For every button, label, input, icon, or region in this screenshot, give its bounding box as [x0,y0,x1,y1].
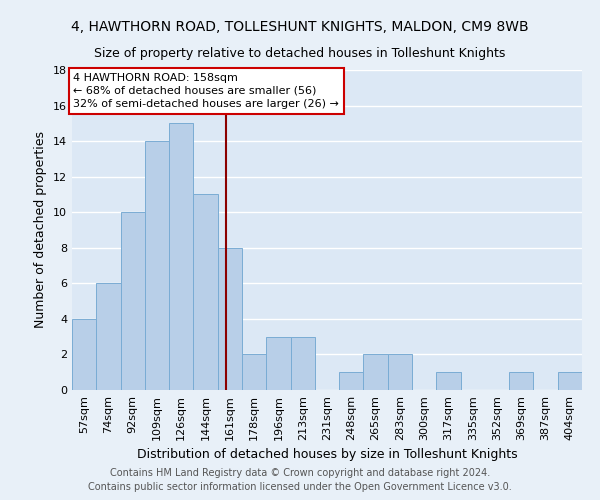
Bar [436,372,461,390]
Bar [218,248,242,390]
Text: 4, HAWTHORN ROAD, TOLLESHUNT KNIGHTS, MALDON, CM9 8WB: 4, HAWTHORN ROAD, TOLLESHUNT KNIGHTS, MA… [71,20,529,34]
Bar [509,372,533,390]
Bar [388,354,412,390]
Bar [96,284,121,390]
Bar [242,354,266,390]
Bar [364,354,388,390]
Bar [72,319,96,390]
Bar [169,124,193,390]
Bar [339,372,364,390]
Bar [145,141,169,390]
Y-axis label: Number of detached properties: Number of detached properties [34,132,47,328]
Text: Contains HM Land Registry data © Crown copyright and database right 2024.: Contains HM Land Registry data © Crown c… [110,468,490,477]
Bar [121,212,145,390]
Bar [290,336,315,390]
Text: Size of property relative to detached houses in Tolleshunt Knights: Size of property relative to detached ho… [94,48,506,60]
Bar [266,336,290,390]
Text: 4 HAWTHORN ROAD: 158sqm
← 68% of detached houses are smaller (56)
32% of semi-de: 4 HAWTHORN ROAD: 158sqm ← 68% of detache… [73,72,339,109]
Bar [558,372,582,390]
Bar [193,194,218,390]
X-axis label: Distribution of detached houses by size in Tolleshunt Knights: Distribution of detached houses by size … [137,448,517,462]
Text: Contains public sector information licensed under the Open Government Licence v3: Contains public sector information licen… [88,482,512,492]
